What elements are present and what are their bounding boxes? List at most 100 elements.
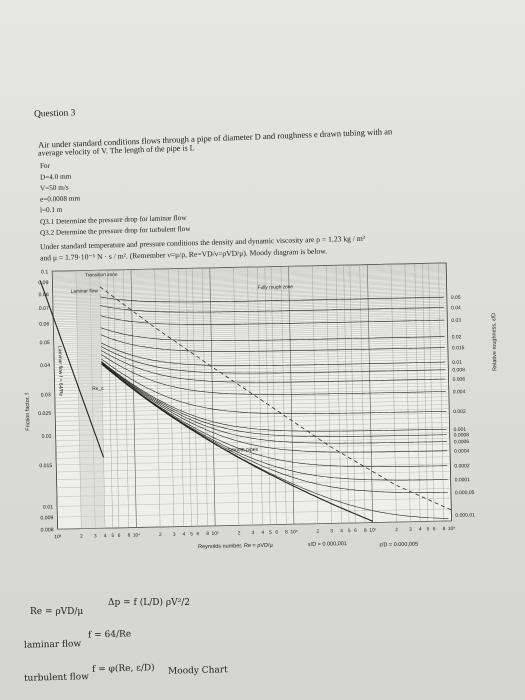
grid-h [56,471,451,480]
roughness-label: 0.03 [451,318,461,324]
grid-v [335,265,342,524]
grid-h [52,269,447,278]
grid-v [209,267,216,526]
grid-h [52,286,447,296]
grid-h [52,279,447,288]
y-tick-label: 0.06 [39,321,49,327]
y-tick-label: 0.04 [40,363,50,369]
grid-h [53,346,448,356]
fully-rough-boundary [99,286,452,511]
x-tick-label: 10⁵ [212,531,219,537]
grid-h [52,280,447,290]
grid-h [54,385,449,395]
grid-h [57,520,452,530]
roughness-label: 0.0006 [454,439,470,445]
grid-h [54,364,449,373]
smooth-pipes-label: Smooth pipes [227,447,258,454]
grid-h [52,281,447,291]
y-tick-label: 0.1 [41,269,48,275]
grid-v [288,266,295,525]
grid-h [53,306,448,316]
grid-h [52,283,447,292]
y-tick-label: 0.008 [41,527,54,533]
grid-h [53,322,448,331]
roughness-label: 0.004 [453,389,466,395]
roughness-label: 0.000,05 [455,490,475,496]
grid-h [52,285,447,295]
x-tick-label: 6 [354,528,357,534]
x-tick-label: 8 [364,528,367,534]
roughness-label: 0.001 [454,427,467,433]
x-tick-label: 3 [330,528,333,534]
x-tick-label: 10⁴ [133,532,141,538]
grid-h [56,449,451,459]
roughness-label: 0.0002 [454,463,470,469]
grid-h [52,264,447,274]
x-tick-label: 10⁶ [290,529,297,535]
reynolds-formula: Re = ρVD/μ [30,607,84,617]
grid-h [54,396,449,406]
grid-v [280,266,287,525]
grid-h [54,372,449,382]
roughness-label: 0.000,01 [455,512,475,518]
grid-h [55,427,450,436]
grid-v [178,268,184,527]
grid-h [52,284,447,293]
grid-v [438,263,445,522]
y-tick-label: 0.07 [39,306,49,312]
x-tick-label: 10³ [54,534,61,540]
grid-h [53,325,448,335]
grid-h [52,290,447,300]
roughness-curve [100,342,446,367]
grid-h [55,400,449,409]
grid-h [53,314,448,324]
x-tick-label: 8 [128,533,131,539]
grid-v [154,269,161,528]
grid-h [52,268,447,277]
x-tick-label: 6 [433,526,436,532]
laminar-flow-label: laminar flow [23,639,82,651]
grid-h [57,497,452,507]
x-tick-label: 5 [111,533,114,539]
grid-h [56,488,451,497]
x-tick-label: 2 [316,529,319,535]
grid-h [53,335,448,345]
grid-v [113,269,120,528]
grid-h [53,331,448,341]
grid-v [51,271,58,530]
grid-h [53,320,448,329]
transition-label: Transition zone [85,272,118,279]
grid-h [55,412,450,422]
grid-h [56,456,451,466]
grid-v [312,265,318,524]
x-tick-label: 2 [395,527,398,533]
roughness-curve [101,362,448,453]
smooth-pipe-curve [101,363,374,522]
x-axis-title: Reynolds number, Re = ρVD/μ [198,543,273,551]
grid-h [54,376,449,385]
grid-h [55,417,450,426]
grid-h [52,273,447,283]
grid-v [428,263,435,522]
grid-h [53,308,448,317]
roughness-curve [101,354,446,395]
grid-h [55,422,450,431]
x-tick-label: 3 [173,532,176,538]
grid-h [53,339,448,349]
grid-h [52,288,447,297]
grid-h [53,329,448,339]
x-tick-label: 10⁸ [448,526,455,532]
grid-h [53,303,447,313]
eps-small-label-1: ε/D = 0.000,001 [308,541,347,548]
rec-label: Re_c [92,386,104,392]
grid-h [53,344,448,353]
roughness-curve [100,327,445,342]
roughness-label: 0.0008 [454,432,470,438]
grid-h [52,278,447,287]
x-tick-label: 5 [427,526,430,532]
x-tick-label: 8 [443,526,446,532]
moody-chart-label: Moody Chart [167,665,228,677]
grid-h [54,367,449,376]
roughness-curve [101,361,447,432]
